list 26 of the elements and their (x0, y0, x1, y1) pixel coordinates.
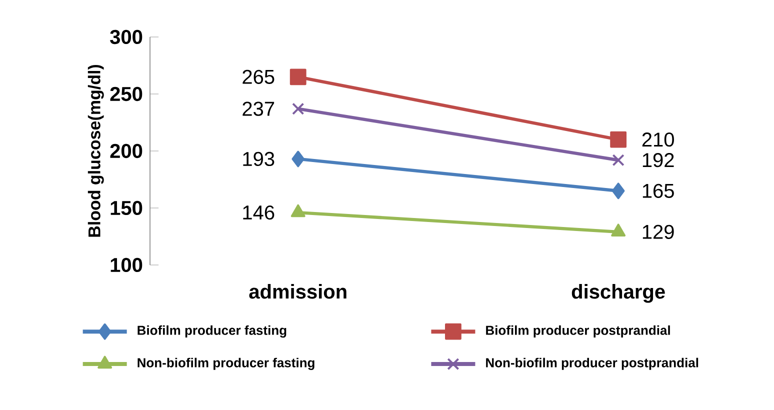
data-label: 265 (242, 70, 274, 84)
legend-label: Biofilm producer postprandial (486, 325, 670, 338)
point (612, 182, 625, 200)
y-tick-label: 200 (110, 144, 142, 158)
legend-label: Non-biofilm producer fasting (138, 358, 314, 370)
point (292, 150, 305, 168)
point (610, 131, 627, 148)
data-label: 237 (242, 102, 274, 116)
y-tick-label: 300 (110, 30, 142, 44)
y-tick-label: 150 (110, 200, 142, 216)
point (290, 68, 306, 86)
data-label: 146 (243, 205, 274, 220)
x-tick-label: admission (249, 284, 346, 299)
point (292, 102, 304, 115)
legend-label: Biofilm producer fasting (138, 325, 286, 338)
legend-label: Non-biofilm producer postprandial (486, 358, 698, 370)
data-label: 210 (642, 132, 674, 147)
y-tick-label: 250 (110, 86, 142, 102)
x-tick-label: discharge (572, 284, 665, 303)
data-label: 193 (243, 152, 274, 166)
point (612, 154, 624, 166)
data-label: 165 (642, 184, 674, 198)
data-label: 129 (642, 224, 674, 239)
y-tick-label: 100 (110, 258, 142, 272)
data-label: 192 (642, 153, 674, 168)
y-axis-title: Blood glucose(mg/dl) (88, 64, 104, 237)
